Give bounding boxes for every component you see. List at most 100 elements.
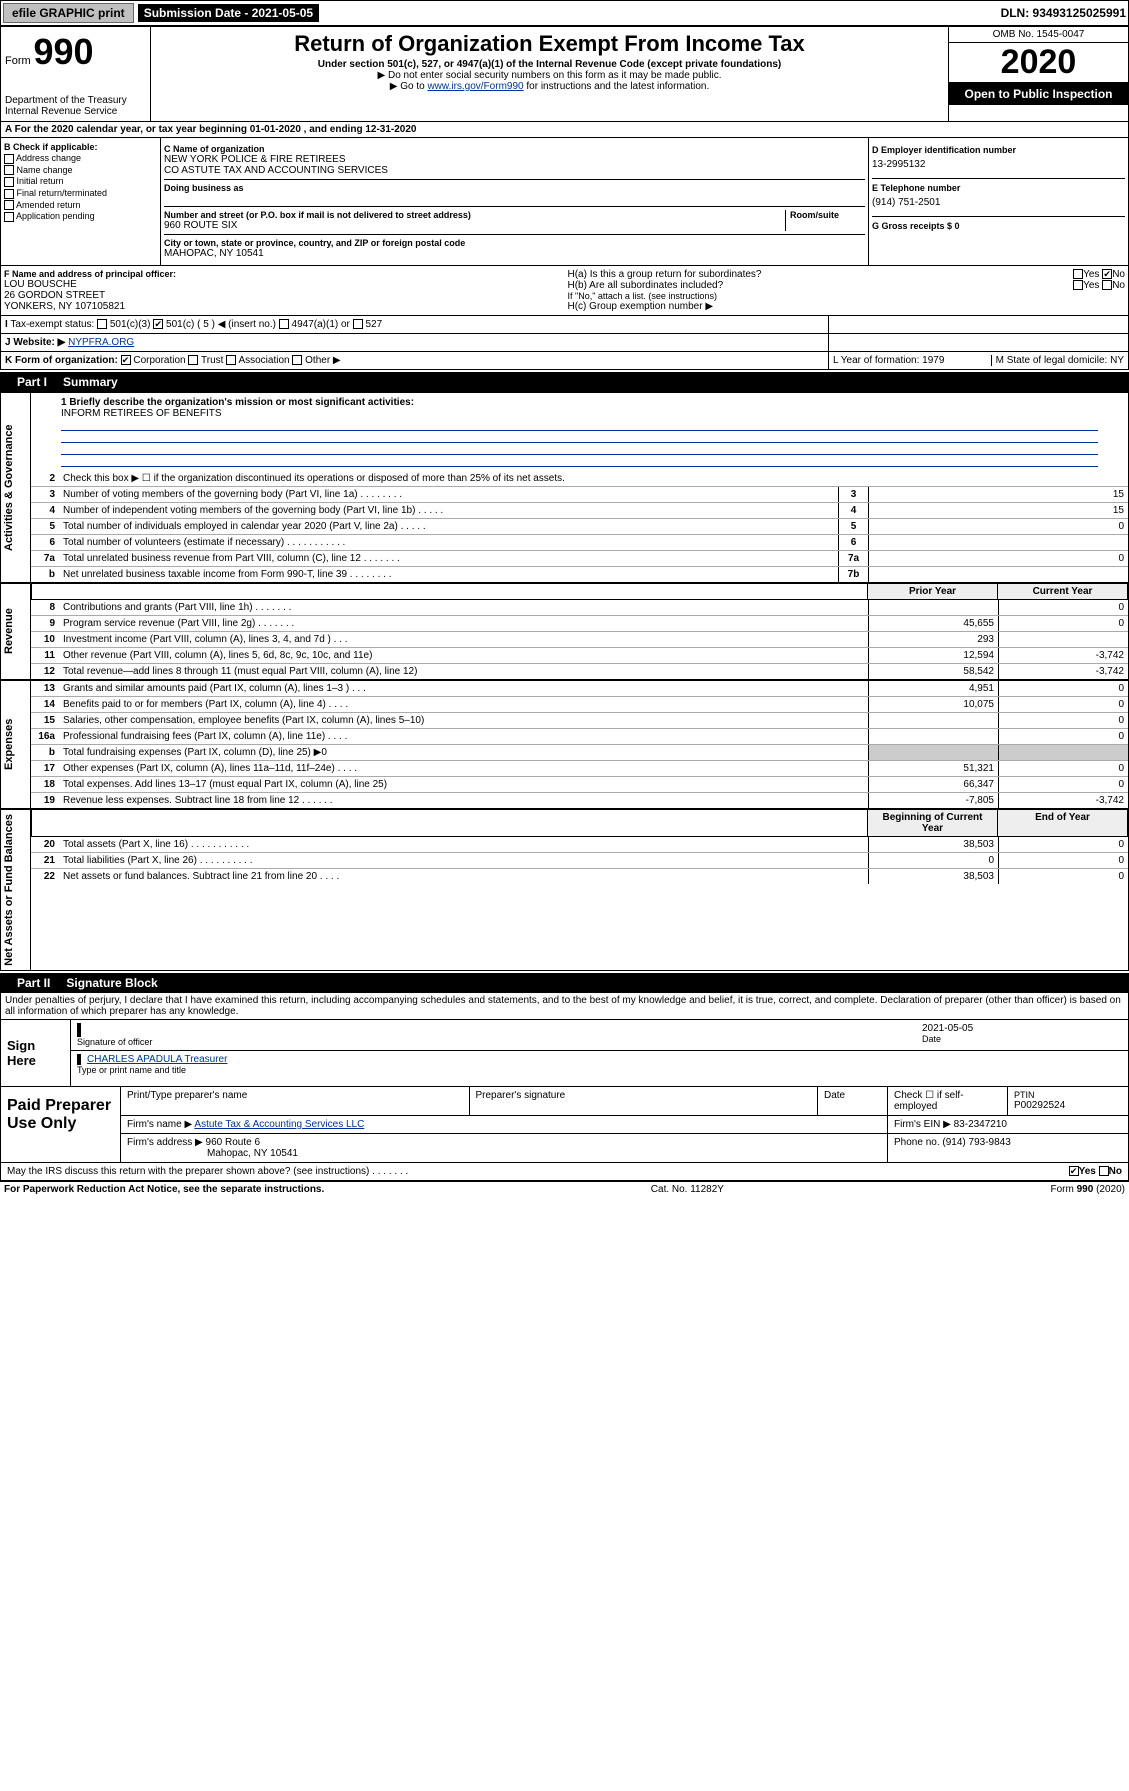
ptin-value: P00292524	[1014, 1100, 1122, 1111]
sign-here-label: Sign Here	[1, 1020, 71, 1086]
summary-governance: Activities & Governance 1 Briefly descri…	[0, 392, 1129, 583]
footer-left: For Paperwork Reduction Act Notice, see …	[4, 1184, 324, 1195]
header-center: Return of Organization Exempt From Incom…	[151, 27, 948, 121]
officer-name[interactable]: CHARLES APADULA Treasurer	[87, 1054, 227, 1065]
gross-label: G Gross receipts $ 0	[872, 217, 1125, 235]
cb-amended[interactable]: Amended return	[4, 200, 157, 211]
ein-value: 13-2995132	[872, 155, 1125, 174]
sig-date-label: Date	[922, 1034, 1122, 1044]
table-row: bTotal fundraising expenses (Part IX, co…	[31, 744, 1128, 760]
city-value: MAHOPAC, NY 10541	[164, 248, 865, 259]
dba-label: Doing business as	[164, 183, 865, 193]
efile-btn[interactable]: efile GRAPHIC print	[3, 3, 134, 23]
row-i-status: I Tax-exempt status: 501(c)(3) ✔ 501(c) …	[0, 316, 1129, 334]
table-row: 17Other expenses (Part IX, column (A), l…	[31, 760, 1128, 776]
table-row: 15Salaries, other compensation, employee…	[31, 712, 1128, 728]
col-header-1: Prior Year Current Year	[31, 584, 1128, 600]
addr-label: Number and street (or P.O. box if mail i…	[164, 210, 785, 220]
tel-value: (914) 751-2501	[872, 193, 1125, 212]
col-d-ids: D Employer identification number 13-2995…	[868, 138, 1128, 265]
form-subtitle: Under section 501(c), 527, or 4947(a)(1)…	[157, 59, 942, 70]
prep-selfemp[interactable]: Check ☐ if self-employed	[888, 1087, 1008, 1115]
table-row: 10Investment income (Part VIII, column (…	[31, 631, 1128, 647]
form-number: 990	[33, 31, 93, 72]
firm-name-link[interactable]: Astute Tax & Accounting Services LLC	[194, 1119, 364, 1130]
cb-final-return[interactable]: Final return/terminated	[4, 188, 157, 199]
table-row: 22Net assets or fund balances. Subtract …	[31, 868, 1128, 884]
row-j-website: J Website: ▶ NYPFRA.ORG	[0, 334, 1129, 352]
prep-name-hdr: Print/Type preparer's name	[121, 1087, 470, 1115]
prep-sig-hdr: Preparer's signature	[470, 1087, 819, 1115]
table-row: 13Grants and similar amounts paid (Part …	[31, 681, 1128, 696]
org-name-label: C Name of organization	[164, 144, 865, 154]
website-link[interactable]: NYPFRA.ORG	[68, 337, 134, 348]
cb-pending[interactable]: Application pending	[4, 211, 157, 222]
table-row: 20Total assets (Part X, line 16) . . . .…	[31, 837, 1128, 852]
cb-name-change[interactable]: Name change	[4, 165, 157, 176]
row-k-form-org: K Form of organization: ✔ Corporation Tr…	[0, 352, 1129, 370]
gov-row: 4Number of independent voting members of…	[31, 502, 1128, 518]
submission-date: Submission Date - 2021-05-05	[138, 4, 319, 22]
year-formation: L Year of formation: 1979	[833, 355, 991, 366]
org-name-1: NEW YORK POLICE & FIRE RETIREES	[164, 154, 865, 165]
tel-label: E Telephone number	[872, 183, 1125, 193]
footer-form: Form 990 (2020)	[1051, 1184, 1125, 1195]
row-a-period: A For the 2020 calendar year, or tax yea…	[0, 122, 1129, 138]
summary-expenses: Expenses 13Grants and similar amounts pa…	[0, 680, 1129, 809]
top-bar: efile GRAPHIC print Submission Date - 20…	[0, 0, 1129, 26]
page-footer: For Paperwork Reduction Act Notice, see …	[0, 1181, 1129, 1197]
discuss-row: May the IRS discuss this return with the…	[0, 1163, 1129, 1181]
hint-link: ▶ Go to www.irs.gov/Form990 for instruct…	[157, 81, 942, 92]
group-return: H(a) Is this a group return for subordin…	[565, 266, 1129, 315]
firm-phone: (914) 793-9843	[942, 1137, 1010, 1148]
row-fh: F Name and address of principal officer:…	[0, 266, 1129, 316]
footer-cat: Cat. No. 11282Y	[651, 1184, 724, 1195]
state-domicile: M State of legal domicile: NY	[991, 355, 1124, 366]
table-row: 18Total expenses. Add lines 13–17 (must …	[31, 776, 1128, 792]
col-b-checkboxes: B Check if applicable: Address change Na…	[1, 138, 161, 265]
cb-initial-return[interactable]: Initial return	[4, 176, 157, 187]
declaration-text: Under penalties of perjury, I declare th…	[0, 993, 1129, 1020]
dept-text: Department of the Treasury Internal Reve…	[5, 95, 146, 117]
prep-date-hdr: Date	[818, 1087, 888, 1115]
irs-link[interactable]: www.irs.gov/Form990	[427, 81, 523, 92]
cb-address-change[interactable]: Address change	[4, 153, 157, 164]
sign-here-block: Sign Here Signature of officer 2021-05-0…	[0, 1020, 1129, 1087]
col-b-title: B Check if applicable:	[4, 142, 157, 152]
table-row: 11Other revenue (Part VIII, column (A), …	[31, 647, 1128, 663]
part-i-header: Part ISummary	[0, 372, 1129, 392]
summary-netassets: Net Assets or Fund Balances Beginning of…	[0, 809, 1129, 971]
open-to-public: Open to Public Inspection	[949, 83, 1128, 105]
city-label: City or town, state or province, country…	[164, 238, 865, 248]
firm-addr-2: Mahopac, NY 10541	[207, 1148, 298, 1159]
part-ii-header: Part IISignature Block	[0, 973, 1129, 993]
hint-ssn: ▶ Do not enter social security numbers o…	[157, 70, 942, 81]
mission-text: INFORM RETIREES OF BENEFITS	[61, 408, 1098, 419]
side-expenses: Expenses	[1, 681, 31, 808]
table-row: 9Program service revenue (Part VIII, lin…	[31, 615, 1128, 631]
side-revenue: Revenue	[1, 584, 31, 679]
sig-date: 2021-05-05	[922, 1023, 1122, 1034]
ein-label: D Employer identification number	[872, 145, 1125, 155]
table-row: 21Total liabilities (Part X, line 26) . …	[31, 852, 1128, 868]
paid-preparer-block: Paid Preparer Use Only Print/Type prepar…	[0, 1087, 1129, 1163]
officer-name-label: Type or print name and title	[77, 1065, 1122, 1075]
gov-row: 6Total number of volunteers (estimate if…	[31, 534, 1128, 550]
addr-value: 960 ROUTE SIX	[164, 220, 785, 231]
side-netassets: Net Assets or Fund Balances	[1, 810, 31, 970]
ptin-label: PTIN	[1014, 1090, 1122, 1100]
table-row: 12Total revenue—add lines 8 through 11 (…	[31, 663, 1128, 679]
table-row: 16aProfessional fundraising fees (Part I…	[31, 728, 1128, 744]
block-bcd: B Check if applicable: Address change Na…	[0, 138, 1129, 266]
dln-text: DLN: 93493125025991	[1001, 6, 1126, 20]
gov-row: bNet unrelated business taxable income f…	[31, 566, 1128, 582]
form-title: Return of Organization Exempt From Incom…	[157, 31, 942, 57]
tax-year: 2020	[949, 43, 1128, 83]
form-header: Form 990 Department of the Treasury Inte…	[0, 26, 1129, 122]
org-name-2: CO ASTUTE TAX AND ACCOUNTING SERVICES	[164, 165, 865, 176]
gov-row: 5Total number of individuals employed in…	[31, 518, 1128, 534]
header-right: OMB No. 1545-0047 2020 Open to Public In…	[948, 27, 1128, 121]
form-word: Form	[5, 55, 31, 67]
gov-row: 7aTotal unrelated business revenue from …	[31, 550, 1128, 566]
table-row: 19Revenue less expenses. Subtract line 1…	[31, 792, 1128, 808]
